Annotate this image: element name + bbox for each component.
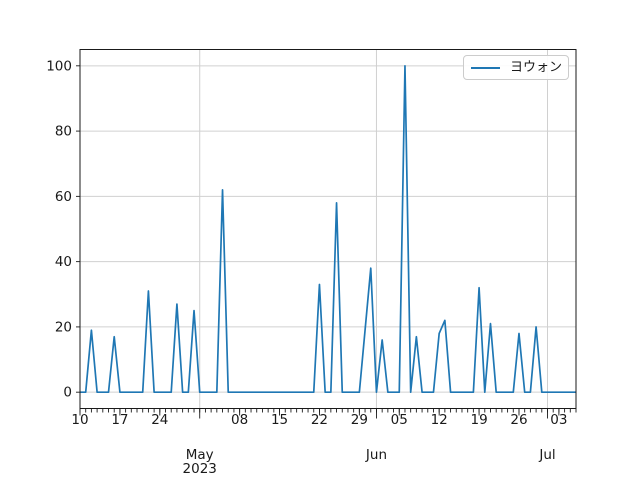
x-tick-label: 05 [391,412,408,428]
x-tick-label: 08 [231,412,248,428]
legend-label: ヨウォン [510,60,563,75]
x-tick-label: 19 [470,412,487,428]
x-tick-label: 15 [271,412,288,428]
x-month-label: Jun [365,447,387,463]
y-gridlines [80,65,576,393]
x-tick-label: 17 [111,412,128,428]
y-tick-label: 80 [55,124,72,140]
x-gridlines [199,49,548,409]
y-ticks: 0 20 40 60 80 100 [46,58,80,401]
x-tick-label: 22 [311,412,328,428]
legend-line-sample [471,66,500,69]
y-tick-label: 60 [55,189,72,205]
x-tick-label: 24 [151,412,168,428]
x-tick-label: 12 [431,412,448,428]
legend: ヨウォン [463,55,569,80]
x-tick-label: 26 [510,412,527,428]
x-tick-label: 03 [550,412,567,428]
y-tick-label: 20 [55,319,72,335]
data-line [80,64,576,394]
x-year-label: 2023 [183,461,217,477]
y-tick-label: 100 [46,58,72,74]
data-series [80,64,576,394]
x-month-label: May [186,447,214,463]
x-tick-label: 10 [71,412,88,428]
y-tick-label: 40 [55,254,72,270]
plot-border [79,49,577,409]
x-tick-label: 29 [351,412,368,428]
y-tick-label: 0 [63,385,72,401]
x-week-ticks: 10 17 24 08 15 22 29 05 12 19 26 03 [71,408,567,428]
x-month-label: Jul [538,447,555,463]
